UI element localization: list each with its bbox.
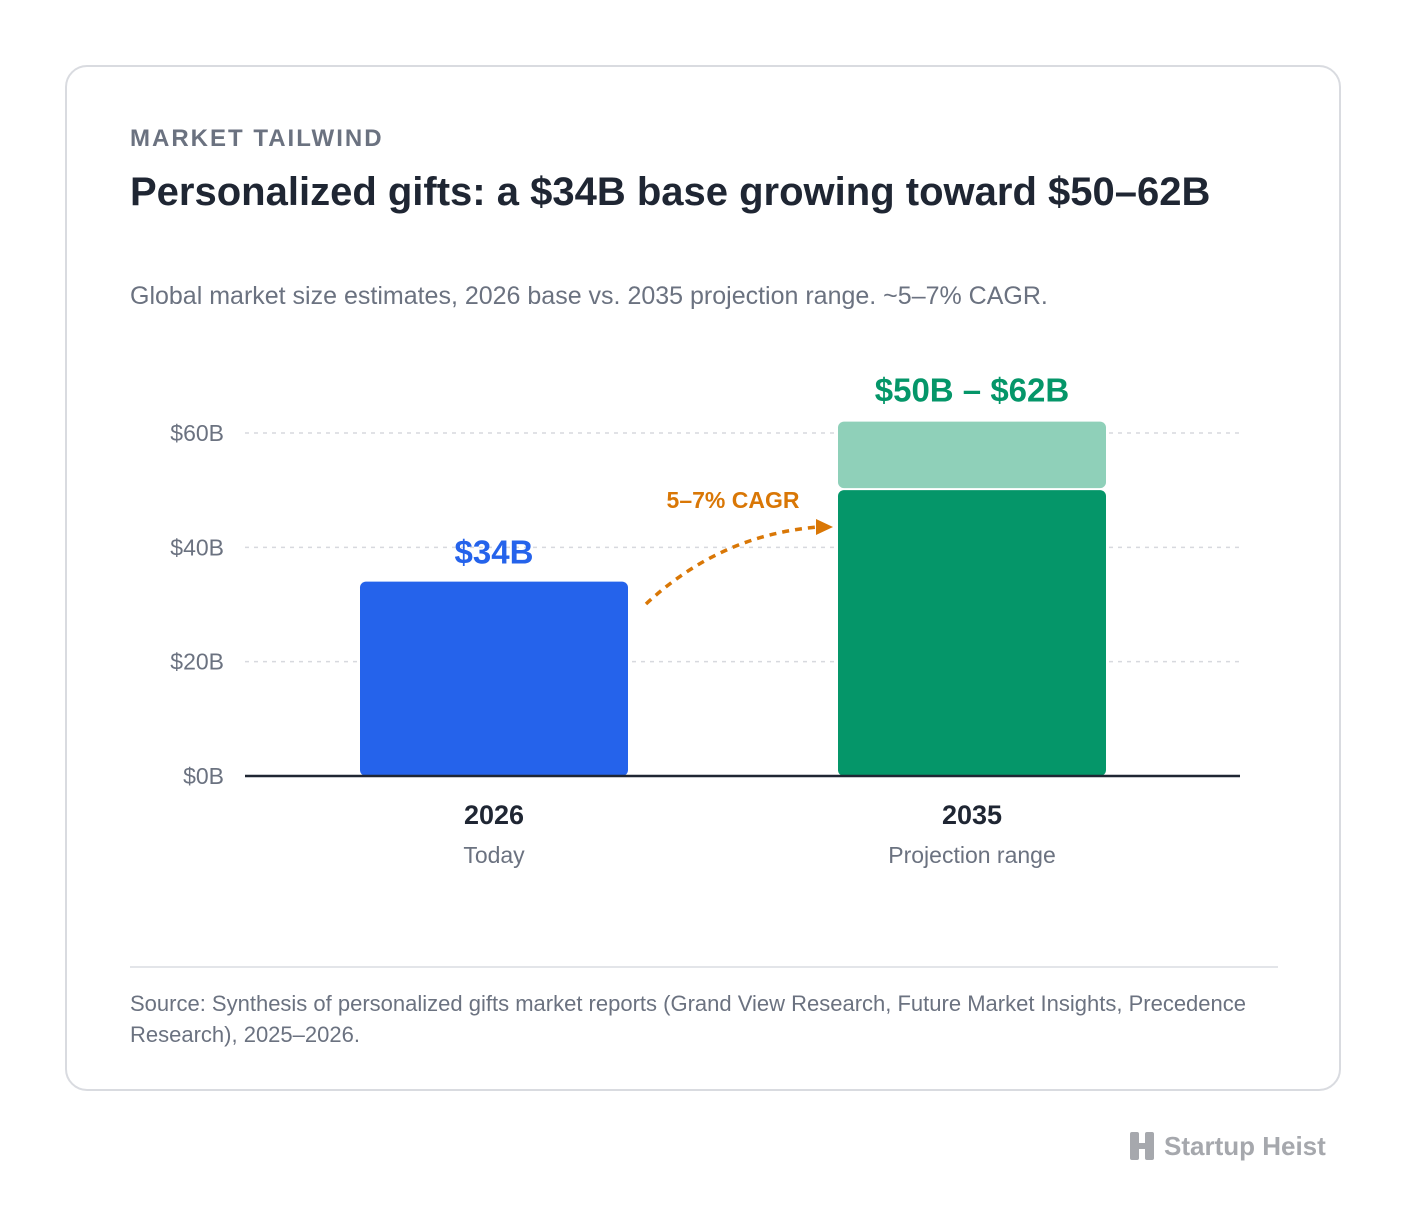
bar-range-2035 [838, 421, 1106, 489]
y-tick-label: $60B [170, 420, 224, 446]
y-tick-label: $0B [183, 763, 224, 789]
data-label: $34B [455, 534, 534, 571]
chart-subtitle: Global market size estimates, 2026 base … [130, 282, 1048, 310]
cagr-arrow [644, 525, 819, 606]
y-tick-label: $20B [170, 649, 224, 675]
brand-name: Startup Heist [1164, 1130, 1326, 1161]
category-label: 2026 [464, 800, 524, 830]
cagr-annotation: 5–7% CAGR [667, 487, 800, 513]
bar-chart: $0B $20B $40B $60B $34B 2026 Today $50B – $62B 2… [170, 372, 1240, 868]
footer-divider [130, 966, 1278, 968]
h-logo-icon [1130, 1132, 1154, 1160]
category-sublabel: Projection range [888, 842, 1056, 868]
eyebrow-label: MARKET TAILWIND [130, 125, 384, 152]
category-label: 2035 [942, 800, 1002, 830]
source-note: Source: Synthesis of personalized gifts … [130, 991, 1246, 1047]
cagr-arrowhead [816, 519, 833, 535]
bar-2026 [360, 581, 628, 776]
y-tick-label: $40B [170, 534, 224, 560]
chart-title: Personalized gifts: a $34B base growing … [130, 170, 1211, 214]
category-sublabel: Today [463, 842, 525, 868]
bar-2035 [838, 490, 1106, 776]
chart-card [65, 65, 1341, 1091]
brand-watermark: Startup Heist [1130, 1128, 1326, 1164]
data-label: $50B – $62B [875, 372, 1069, 409]
